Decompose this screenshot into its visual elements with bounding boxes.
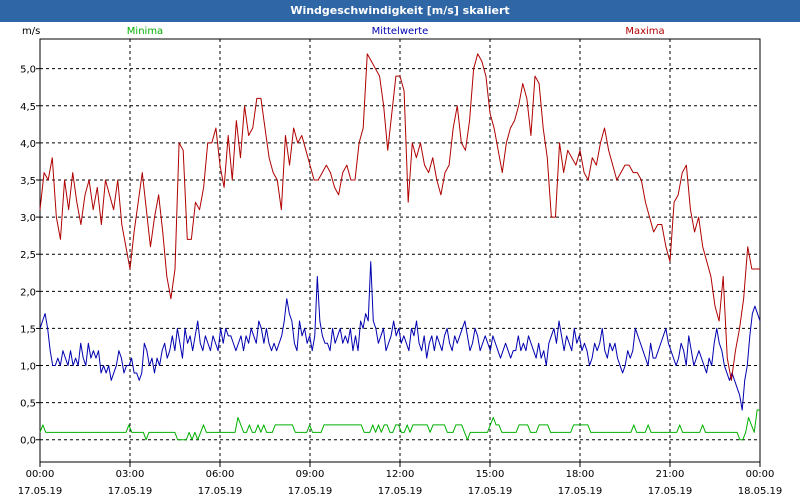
x-tick-date-label: 17.05.19 — [378, 486, 423, 497]
y-tick-label: 1,0 — [20, 362, 36, 373]
x-tick-date-label: 18.05.19 — [738, 486, 783, 497]
x-tick-time-label: 00:00 — [26, 469, 55, 480]
legend-item-minima: Minima — [127, 26, 163, 37]
x-tick-time-label: 12:00 — [386, 469, 415, 480]
x-tick-date-label: 17.05.19 — [648, 486, 693, 497]
x-tick-time-label: 03:00 — [116, 469, 145, 480]
legend: Minima Mittelwerte Maxima — [127, 26, 665, 37]
wind-speed-chart: 0,0 0,5 1,0 1,5 2,0 2,5 3,0 3,5 4,0 4,5 5,0 00:00 17… — [0, 22, 800, 500]
y-tick-label: 0,0 — [20, 436, 36, 447]
x-tick-date-label: 17.05.19 — [558, 486, 603, 497]
window-title: Windgeschwindigkeit [m/s] skaliert — [0, 0, 800, 22]
axes: 0,0 0,5 1,0 1,5 2,0 2,5 3,0 3,5 4,0 4,5 5,0 00:00 17… — [18, 65, 783, 497]
y-tick-label: 2,5 — [20, 250, 36, 261]
series-line-minima — [39, 409, 760, 441]
x-tick-date-label: 17.05.19 — [288, 486, 333, 497]
y-tick-label: 3,0 — [20, 213, 36, 224]
series-line-maxima — [39, 53, 760, 381]
series — [39, 53, 761, 441]
y-tick-label: 2,0 — [20, 287, 36, 298]
x-tick-date-label: 17.05.19 — [108, 486, 153, 497]
x-tick-time-label: 21:00 — [656, 469, 685, 480]
legend-item-mittelwerte: Mittelwerte — [372, 26, 429, 37]
y-tick-label: 0,5 — [20, 399, 36, 410]
y-tick-label: 3,5 — [20, 176, 36, 187]
x-tick-time-label: 09:00 — [296, 469, 325, 480]
x-tick-date-label: 17.05.19 — [198, 486, 243, 497]
x-tick-date-label: 17.05.19 — [18, 486, 63, 497]
x-tick-time-label: 06:00 — [206, 469, 235, 480]
x-tick-time-label: 15:00 — [476, 469, 505, 480]
y-axis-unit-label: m/s — [22, 26, 40, 37]
y-tick-label: 5,0 — [20, 65, 36, 76]
y-tick-label: 1,5 — [20, 324, 36, 335]
x-tick-time-label: 00:00 — [746, 469, 775, 480]
y-tick-label: 4,5 — [20, 102, 36, 113]
x-tick-date-label: 17.05.19 — [468, 486, 513, 497]
series-line-mittelwerte — [39, 261, 761, 411]
x-tick-time-label: 18:00 — [566, 469, 595, 480]
y-tick-label: 4,0 — [20, 139, 36, 150]
legend-item-maxima: Maxima — [625, 26, 664, 37]
